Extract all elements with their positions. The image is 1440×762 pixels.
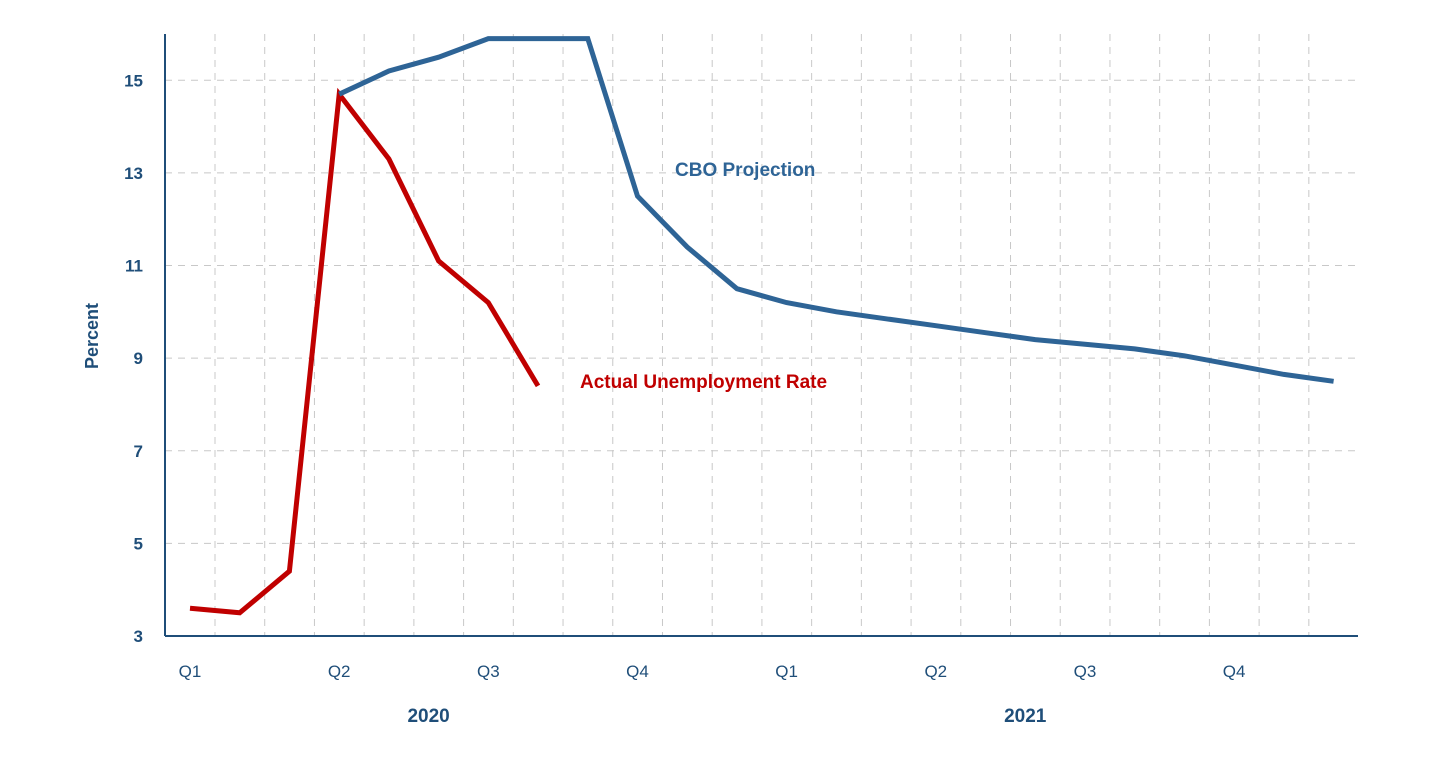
y-tick-label: 9 bbox=[134, 349, 143, 368]
x-tick-label: Q1 bbox=[775, 662, 798, 681]
x-tick-label: Q4 bbox=[1223, 662, 1246, 681]
labels: 3 5 7 9 11 13 15 Q1 Q2 Q3 Q4 Q1 Q2 Q3 Q4 2020 2021 Percen… bbox=[82, 71, 1245, 727]
axes bbox=[164, 34, 1358, 637]
grid bbox=[165, 34, 1358, 636]
year-label: 2021 bbox=[1004, 706, 1047, 727]
y-tick-label: 15 bbox=[124, 71, 143, 90]
y-tick-label: 5 bbox=[134, 534, 143, 553]
series-line-actual bbox=[189, 87, 541, 616]
y-tick-label: 3 bbox=[134, 627, 143, 646]
y-tick-label: 11 bbox=[125, 257, 143, 276]
x-tick-label: Q3 bbox=[477, 662, 500, 681]
series-annotation: Actual Unemployment Rate bbox=[580, 372, 827, 393]
x-tick-label: Q4 bbox=[626, 662, 649, 681]
x-tick-label: Q2 bbox=[924, 662, 947, 681]
series-annotation: CBO Projection bbox=[675, 160, 815, 181]
series-line-cbo bbox=[338, 36, 1334, 384]
y-tick-label: 7 bbox=[134, 442, 143, 461]
y-tick-label: 13 bbox=[124, 164, 143, 183]
x-tick-label: Q2 bbox=[328, 662, 351, 681]
y-axis-label: Percent bbox=[82, 303, 102, 369]
year-label: 2020 bbox=[407, 706, 449, 727]
x-tick-label: Q1 bbox=[179, 662, 202, 681]
series-lines bbox=[189, 36, 1334, 616]
x-tick-label: Q3 bbox=[1074, 662, 1097, 681]
